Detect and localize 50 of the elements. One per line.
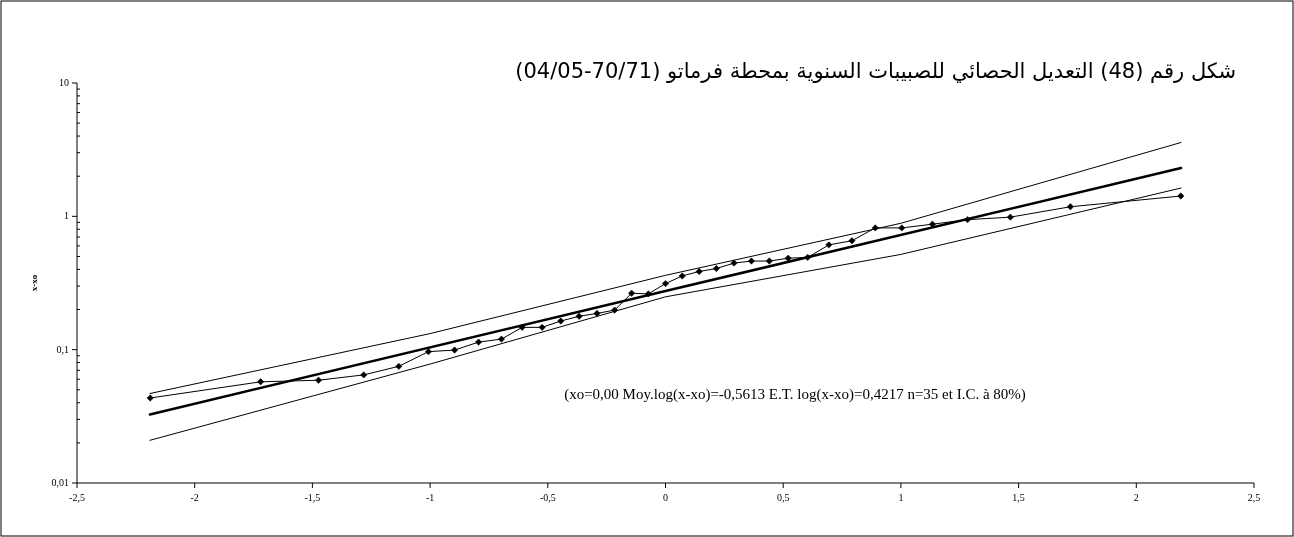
- point: [871, 224, 879, 232]
- point: [257, 378, 265, 386]
- point: [497, 335, 505, 343]
- point: [928, 220, 936, 228]
- x-tick-label: 1: [898, 492, 904, 503]
- x-tick-label: 1,5: [1012, 492, 1025, 503]
- point: [1177, 192, 1185, 200]
- point: [747, 257, 755, 265]
- point: [898, 224, 906, 232]
- x-tick-label: -1: [425, 492, 435, 503]
- point: [593, 309, 601, 317]
- y-tick-label: 0,01: [51, 477, 69, 488]
- x-tick-label: 0,5: [776, 492, 790, 503]
- y-tick-label: 10: [59, 77, 69, 88]
- point: [730, 259, 738, 267]
- point: [575, 312, 583, 320]
- x-tick-label: -0,5: [539, 492, 556, 503]
- point: [425, 348, 432, 356]
- point: [628, 289, 636, 297]
- x-tick-label: 2: [1133, 492, 1139, 503]
- x-tick-label: -1,5: [304, 492, 321, 503]
- point: [662, 280, 669, 288]
- y-tick-label: 1: [64, 210, 69, 222]
- line-series: [149, 187, 1182, 441]
- y-axis-title: x-xo: [29, 274, 39, 292]
- point: [1066, 203, 1074, 211]
- point: [765, 257, 773, 265]
- x-tick-label: -2: [190, 492, 199, 503]
- point: [475, 338, 483, 346]
- point: [611, 306, 619, 314]
- point: [395, 362, 403, 370]
- point: [695, 268, 703, 275]
- y-tick-label: 0,1: [56, 343, 69, 355]
- point: [538, 323, 546, 331]
- point: [678, 272, 686, 280]
- point: [360, 371, 368, 379]
- x-tick-label: 2,5: [1247, 492, 1261, 503]
- point: [451, 346, 459, 354]
- chart-title: شكل رقم (48) التعديل الحصائي للصبيبات السنوية بمحطة فرماتو (70/71-04/05): [515, 59, 1236, 84]
- point: [315, 376, 322, 384]
- point: [848, 237, 856, 245]
- point: [784, 254, 792, 262]
- point: [557, 317, 565, 325]
- point: [146, 394, 154, 402]
- point: [712, 265, 720, 272]
- annotation: (xo=0,00 Moy.log(x-xo)=-0,5613 E.T. log(x-xo)=0,4217 n=35 et I.C. à 80%): [564, 386, 1026, 403]
- x-tick-label: -2,5: [69, 492, 85, 503]
- point: [825, 241, 833, 249]
- point: [1006, 213, 1014, 221]
- x-tick-label: 0: [663, 492, 668, 503]
